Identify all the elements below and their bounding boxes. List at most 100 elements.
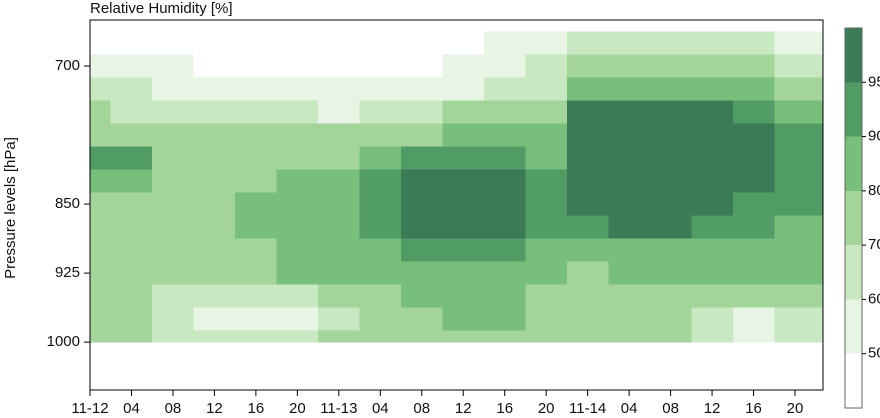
contour-cell [525, 238, 568, 263]
contour-cell [608, 215, 651, 240]
contour-cell [525, 31, 568, 56]
contour-cell [442, 54, 485, 79]
y-tick-label: 1000 [47, 333, 80, 350]
contour-cell [401, 146, 444, 171]
contour-cell [442, 238, 485, 263]
contour-cell [193, 238, 236, 263]
contour-cell [608, 169, 651, 194]
contour-cell [152, 31, 195, 56]
contour-cell [276, 169, 319, 194]
contour-cell [276, 330, 319, 343]
contour-cell [483, 146, 526, 171]
x-tick-label: 20 [787, 400, 804, 417]
contour-cell [152, 169, 195, 194]
contour-cell [152, 261, 195, 286]
contour-cell [235, 330, 278, 343]
contour-cell [401, 77, 444, 102]
contour-cell [276, 123, 319, 148]
contour-cell [608, 54, 651, 79]
contour-cell [359, 307, 402, 332]
x-tick-label: 08 [662, 400, 679, 417]
contour-cell [193, 77, 236, 102]
contour-cell [110, 192, 153, 217]
contour-cell [732, 192, 775, 217]
x-tick-label: 11-14 [569, 400, 606, 417]
colorbar-swatch [845, 136, 862, 191]
contour-cell [401, 307, 444, 332]
contour-cell [359, 261, 402, 286]
contour-cell [566, 54, 609, 79]
contour-cell [691, 146, 734, 171]
x-tick-label: 04 [123, 400, 140, 417]
contour-cell [774, 100, 824, 125]
colorbar-swatch [845, 299, 862, 354]
contour-cell [774, 330, 824, 343]
contour-cell [152, 123, 195, 148]
contour-cell [774, 284, 824, 309]
contour-cell [401, 215, 444, 240]
contour-cell [732, 238, 775, 263]
contour-cell [235, 77, 278, 102]
x-tick-label: 16 [745, 400, 762, 417]
contour-cell [732, 146, 775, 171]
contour-cell [483, 284, 526, 309]
contour-cell [525, 192, 568, 217]
contour-cell [152, 192, 195, 217]
contour-cell [193, 54, 236, 79]
contour-cell [318, 54, 361, 79]
contour-cell [401, 192, 444, 217]
contour-cell [649, 169, 692, 194]
contour-cell [442, 77, 485, 102]
contour-cell [732, 54, 775, 79]
colorbar-tick-label: 80 [868, 182, 880, 199]
contour-cell [566, 100, 609, 125]
contour-cell [276, 238, 319, 263]
contour-cell [525, 215, 568, 240]
contour-cell [110, 146, 153, 171]
contour-cell [483, 261, 526, 286]
contour-cell [649, 123, 692, 148]
contour-cell [442, 192, 485, 217]
contour-cell [401, 169, 444, 194]
contour-cell [276, 100, 319, 125]
contour-cell [193, 31, 236, 56]
contour-cell [774, 261, 824, 286]
x-tick-label: 12 [206, 400, 223, 417]
contour-cell [691, 169, 734, 194]
contour-cell [566, 31, 609, 56]
contour-cell [235, 146, 278, 171]
contour-cell [691, 238, 734, 263]
contour-cell [732, 284, 775, 309]
contour-cell [318, 192, 361, 217]
contour-cell [90, 284, 112, 309]
x-tick-label: 12 [704, 400, 721, 417]
contour-cell [401, 330, 444, 343]
x-tick-label: 11-13 [320, 400, 357, 417]
contour-cell [152, 307, 195, 332]
contour-cell [359, 54, 402, 79]
contour-cell [318, 238, 361, 263]
contour-cell [732, 100, 775, 125]
colorbar-tick-label: 95 [868, 73, 880, 90]
contour-cell [608, 192, 651, 217]
contour-cell [483, 77, 526, 102]
colorbar-frame [844, 27, 863, 409]
contour-cell [318, 330, 361, 343]
x-tick-label: 16 [248, 400, 265, 417]
contour-cell [525, 146, 568, 171]
contour-cell [732, 31, 775, 56]
contour-cell [90, 238, 112, 263]
contour-cell [566, 146, 609, 171]
contour-cell [566, 123, 609, 148]
contour-cell [774, 192, 824, 217]
contour-cell [442, 169, 485, 194]
contour-cell [193, 330, 236, 343]
contour-cell [608, 238, 651, 263]
contour-cell [732, 215, 775, 240]
contour-cell [193, 215, 236, 240]
contour-cell [608, 77, 651, 102]
colorbar-swatch [845, 28, 862, 83]
contour-cell [649, 31, 692, 56]
contour-cell [359, 284, 402, 309]
x-tick-label: 04 [621, 400, 638, 417]
